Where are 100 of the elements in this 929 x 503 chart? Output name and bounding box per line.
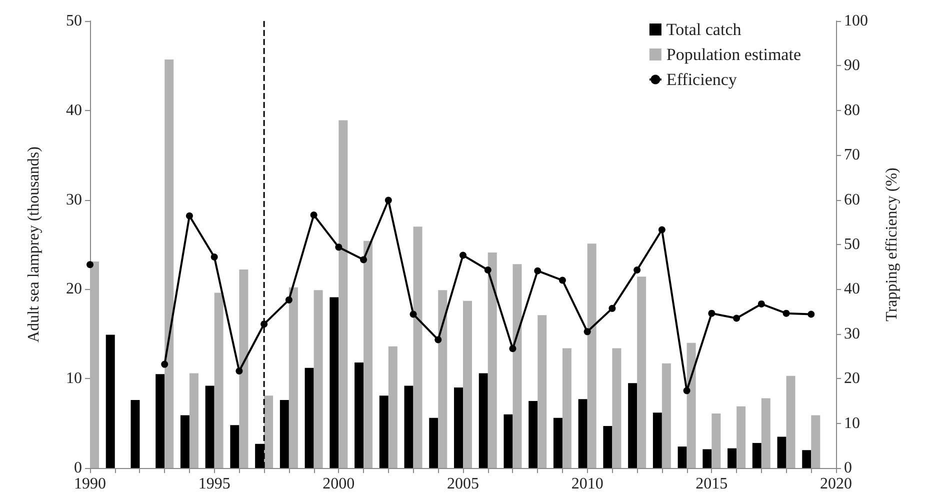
bar (205, 386, 214, 468)
bar (388, 346, 398, 468)
point (186, 212, 193, 220)
x-tick-label: 1995 (198, 476, 230, 492)
bar (538, 315, 547, 468)
bar (786, 376, 796, 468)
bar (712, 413, 721, 468)
bar (587, 244, 596, 468)
point (310, 212, 318, 218)
y2-tick-label: 80 (844, 102, 860, 119)
point (658, 226, 666, 234)
legend-label: Population estimate (666, 45, 802, 64)
y-tick-label: 10 (66, 370, 82, 388)
bar (562, 348, 572, 468)
y-tick-label: 20 (66, 280, 82, 298)
y2-axis-title: Trapping efficiency (%) (884, 168, 900, 322)
bar (553, 418, 562, 468)
bar (164, 59, 174, 468)
bar (429, 418, 438, 468)
y2-tick-label: 40 (844, 280, 860, 298)
y2-tick-label: 20 (844, 370, 860, 388)
bar (280, 400, 289, 468)
x-tick-label: 2005 (447, 476, 479, 492)
legend-label: Efficiency (666, 70, 738, 89)
bar (364, 240, 373, 468)
y-tick-label: 50 (66, 12, 82, 30)
bar (413, 226, 422, 468)
bar (678, 446, 687, 468)
point (808, 310, 815, 318)
y-tick-label: 40 (66, 102, 82, 119)
y-tick-label: 30 (66, 191, 82, 208)
point (410, 310, 417, 318)
bar (811, 415, 820, 468)
point (360, 256, 368, 264)
bar (752, 442, 762, 468)
point (335, 244, 342, 251)
bar (180, 415, 190, 468)
bar (214, 292, 224, 468)
point (634, 266, 641, 274)
bar (106, 334, 115, 468)
bar (264, 396, 274, 468)
bar (454, 388, 463, 468)
point (161, 360, 168, 368)
bar (637, 276, 646, 468)
bar (189, 373, 198, 468)
point (558, 276, 566, 284)
bar (330, 297, 339, 468)
point (210, 254, 218, 261)
x-tick-label: 1990 (74, 476, 106, 492)
bar (404, 386, 414, 468)
bar (314, 290, 323, 468)
bar (603, 426, 612, 468)
bar (463, 300, 472, 468)
point (782, 310, 790, 317)
point (236, 368, 243, 374)
bar (504, 414, 513, 468)
y2-tick-label: 30 (844, 325, 860, 342)
bar (777, 436, 786, 468)
point (683, 387, 690, 394)
bar (438, 290, 448, 468)
legend-label: Total catch (666, 20, 742, 39)
y2-tick-label: 10 (844, 414, 860, 432)
point (434, 336, 442, 344)
bar (156, 374, 165, 468)
point (608, 304, 616, 312)
bar (761, 398, 770, 468)
y2-tick-label: 70 (844, 146, 860, 164)
point (260, 320, 268, 328)
y2-tick-label: 0 (844, 460, 852, 476)
bar (802, 450, 812, 468)
bar (90, 261, 99, 468)
bar (239, 270, 248, 468)
bar (662, 363, 671, 468)
bar (230, 425, 240, 468)
bar (478, 373, 488, 468)
point (484, 266, 492, 274)
y2-tick-label: 60 (844, 191, 860, 208)
bar (702, 449, 712, 468)
point (285, 296, 292, 304)
bar (512, 264, 522, 468)
bar (338, 120, 348, 468)
y-tick-label: 0 (74, 460, 82, 476)
bar (288, 287, 298, 468)
point (86, 261, 94, 268)
point (384, 196, 392, 204)
bar (488, 252, 497, 468)
bar (612, 348, 622, 468)
point (758, 300, 765, 308)
y2-tick-label: 50 (844, 236, 860, 253)
point (733, 314, 740, 322)
y-axis-title: Adult sea lamprey (thousands) (26, 146, 42, 342)
bar (652, 412, 662, 468)
bar (304, 368, 314, 468)
point (708, 310, 716, 317)
x-tick-label: 2020 (820, 476, 852, 492)
bar (728, 448, 737, 468)
bar (528, 400, 538, 468)
bar (686, 342, 696, 468)
point (584, 328, 591, 336)
point (460, 252, 466, 259)
